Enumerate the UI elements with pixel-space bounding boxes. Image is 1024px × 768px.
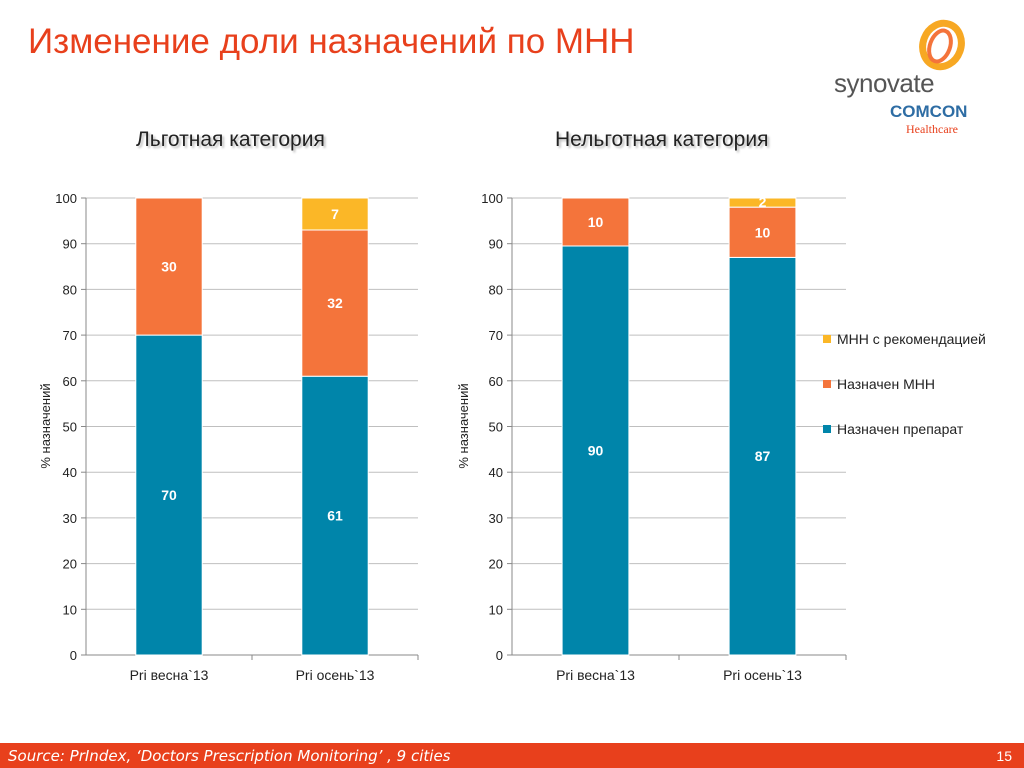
logo-line3: Healthcare	[906, 122, 958, 136]
y-tick-label: 0	[496, 648, 503, 663]
data-label: 10	[755, 224, 771, 240]
logo-rings-icon	[919, 19, 965, 71]
bar-segment	[301, 229, 369, 377]
legend-swatch	[823, 335, 831, 343]
data-label: 10	[588, 214, 604, 230]
y-axis-label: % назначений	[456, 383, 471, 468]
bar-segment	[728, 206, 797, 258]
data-label: 2	[759, 194, 767, 210]
data-label: 32	[327, 295, 343, 311]
bar-segment	[728, 197, 797, 208]
y-tick-label: 90	[489, 237, 503, 252]
data-label: 70	[161, 487, 177, 503]
data-label: 30	[161, 259, 177, 275]
bar-segment	[728, 256, 797, 656]
footer-bar: Source: PrIndex, ‘Doctors Prescription M…	[0, 743, 1024, 768]
bar-segment	[135, 334, 203, 656]
x-tick-label: Pri осень`13	[723, 667, 802, 683]
legend-swatch	[823, 380, 831, 388]
data-label: 7	[331, 206, 339, 222]
y-tick-label: 100	[481, 191, 503, 206]
slide-title: Изменение доли назначений по МНН	[28, 22, 635, 61]
y-tick-label: 50	[63, 420, 77, 435]
x-tick-label: Pri весна`13	[130, 667, 209, 683]
y-tick-label: 50	[489, 420, 503, 435]
logo-line1: synovate	[834, 68, 935, 98]
legend-label: МНН с рекомендацией	[837, 331, 986, 347]
y-tick-label: 60	[63, 374, 77, 389]
y-tick-label: 80	[63, 282, 77, 297]
y-tick-label: 40	[63, 465, 77, 480]
legend-label: Назначен препарат	[837, 421, 964, 437]
data-label: 90	[588, 442, 604, 458]
y-tick-label: 70	[489, 328, 503, 343]
y-tick-label: 20	[63, 557, 77, 572]
y-tick-label: 10	[489, 602, 503, 617]
chart-left-title: Льготная категория	[136, 128, 325, 151]
legend-swatch	[823, 425, 831, 433]
synovate-comcon-logo: synovate COMCON Healthcare	[830, 18, 1005, 138]
y-tick-label: 20	[489, 557, 503, 572]
y-tick-label: 90	[63, 237, 77, 252]
page-number: 15	[996, 748, 1012, 764]
y-tick-label: 40	[489, 465, 503, 480]
data-label: 87	[755, 448, 771, 464]
y-tick-label: 70	[63, 328, 77, 343]
logo-line2: COMCON	[890, 102, 968, 121]
legend-label: Назначен МНН	[837, 376, 935, 392]
y-tick-label: 80	[489, 282, 503, 297]
y-tick-label: 10	[63, 602, 77, 617]
bar-segment	[301, 375, 369, 656]
y-tick-label: 30	[489, 511, 503, 526]
bar-segment	[301, 197, 369, 231]
y-tick-label: 30	[63, 511, 77, 526]
footer-source: Source: PrIndex, ‘Doctors Prescription M…	[8, 747, 451, 765]
x-tick-label: Pri осень`13	[296, 667, 375, 683]
bar-segment	[561, 245, 630, 656]
chart-right-title: Нельготная категория	[555, 128, 769, 151]
data-label: 61	[327, 508, 343, 524]
y-tick-label: 60	[489, 374, 503, 389]
bar-segment	[135, 197, 203, 336]
y-tick-label: 0	[70, 648, 77, 663]
y-tick-label: 100	[55, 191, 77, 206]
bar-segment	[561, 197, 630, 247]
y-axis-label: % назначений	[38, 383, 53, 468]
x-tick-label: Pri весна`13	[556, 667, 635, 683]
